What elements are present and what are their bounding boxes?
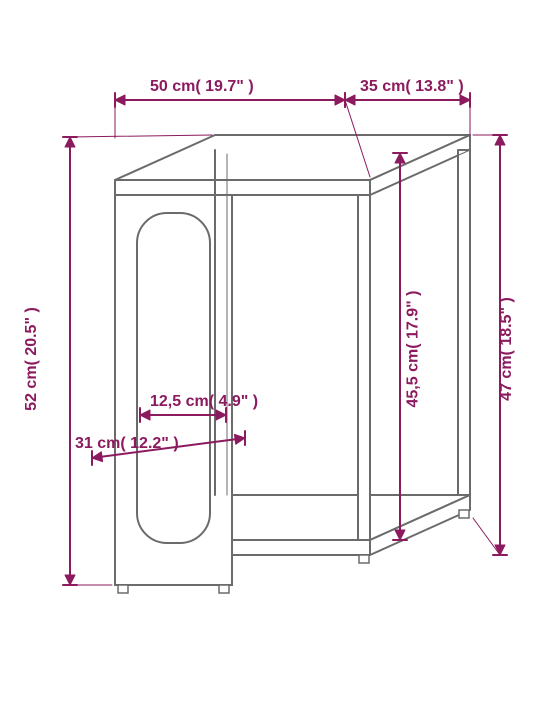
label-depth-top: 35 cm( 13.8" )	[360, 78, 464, 96]
label-height-left: 52 cm( 20.5" )	[23, 307, 41, 411]
label-height-right: 47 cm( 18.5" )	[498, 297, 516, 401]
label-inner-depth: 31 cm( 12.2" )	[75, 435, 179, 453]
label-inner-height: 45,5 cm( 17.9" )	[404, 291, 422, 408]
label-inner-width: 12,5 cm( 4.9" )	[150, 393, 258, 411]
label-width-top: 50 cm( 19.7" )	[150, 78, 254, 96]
diagram-svg	[0, 0, 540, 720]
